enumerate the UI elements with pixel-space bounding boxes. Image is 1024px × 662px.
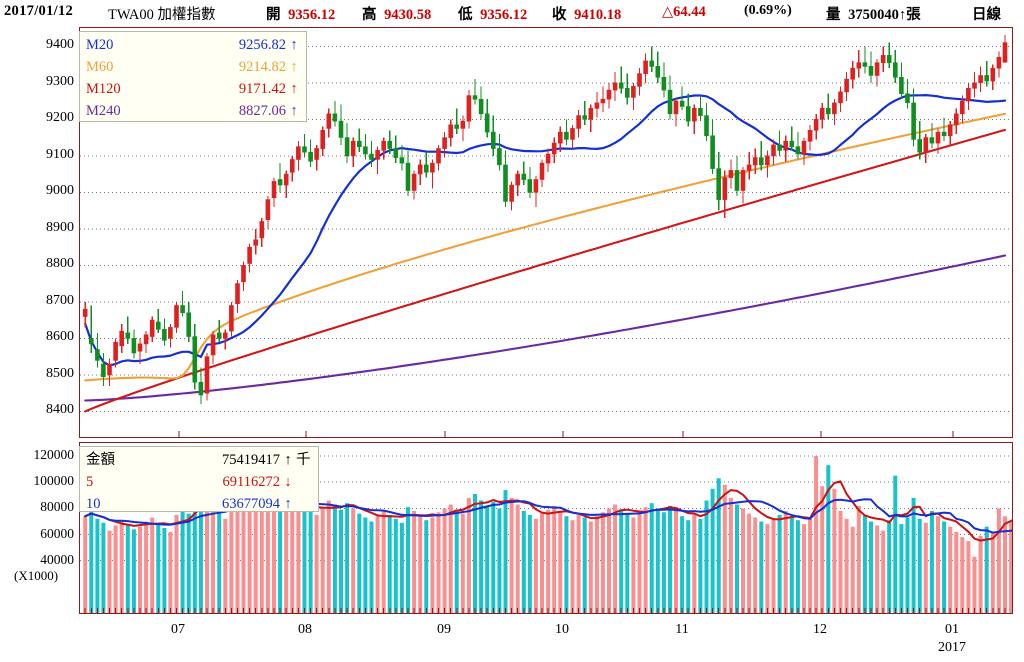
vma10-arrow: ↑ xyxy=(284,495,292,512)
legend-row-vma5[interactable]: 5 69116272 ↓ xyxy=(86,471,314,493)
quote-date: 2017/01/12 xyxy=(4,3,74,19)
volume-field: 量 3750040↑張 xyxy=(826,3,921,24)
volume-unit-label: (X1000) xyxy=(14,568,59,583)
low-field: 低 9356.12 xyxy=(458,3,527,24)
change-percent: (0.69%) xyxy=(744,3,792,18)
price-chart-panel[interactable] xyxy=(79,27,1013,438)
price-plot xyxy=(80,34,1012,437)
ma240-name: M240 xyxy=(86,102,121,119)
volume-legend[interactable]: 金額 75419417 ↑ 千 5 69116272 ↓ 10 63677094… xyxy=(79,446,319,512)
legend-row-m240[interactable]: M240 8827.06 ↑ xyxy=(86,100,302,122)
legend-row-m60[interactable]: M60 9214.82 ↑ xyxy=(86,56,302,78)
low-label: 低 xyxy=(458,7,473,23)
price-axis-tick: 9200 xyxy=(46,110,74,126)
legend-row-amount[interactable]: 金額 75419417 ↑ 千 xyxy=(86,449,314,471)
price-axis-tick: 8800 xyxy=(46,256,74,272)
x-axis-tick: 08 xyxy=(298,622,312,637)
price-axis-tick: 9300 xyxy=(46,73,74,89)
legend-row-m20[interactable]: M20 9256.82 ↑ xyxy=(86,34,302,56)
amount-value: 75419417 xyxy=(222,451,280,468)
ma60-arrow: ↑ xyxy=(290,58,298,75)
legend-row-vma10[interactable]: 10 63677094 ↑ xyxy=(86,493,314,515)
period-label: 日線 xyxy=(972,7,1001,23)
ma120-arrow: ↑ xyxy=(290,80,298,97)
close-field: 收 9410.18 xyxy=(552,3,621,24)
price-axis-tick: 8600 xyxy=(46,329,74,345)
volume-axis-tick: 100000 xyxy=(33,473,75,489)
x-axis-tick: 10 xyxy=(555,622,569,637)
x-axis-tick: 11 xyxy=(675,622,689,637)
change-value: △64.44 xyxy=(662,4,706,20)
high-label: 高 xyxy=(362,7,377,23)
ma240-value: 8827.06 xyxy=(238,102,286,119)
x-axis-year: 2017 xyxy=(938,640,966,655)
price-axis-tick: 9400 xyxy=(46,37,74,53)
amount-name: 金額 xyxy=(86,451,115,468)
price-axis-tick: 8900 xyxy=(46,219,74,235)
price-axis-tick: 9000 xyxy=(46,183,74,199)
volume-value: 3750040↑張 xyxy=(848,7,921,23)
x-axis-tick: 07 xyxy=(171,622,185,637)
amount-unit: 千 xyxy=(296,451,311,468)
x-axis-tick: 01 xyxy=(945,622,959,637)
ma20-name: M20 xyxy=(86,36,114,53)
vma5-value: 69116272 xyxy=(222,473,280,490)
ma-legend[interactable]: M20 9256.82 ↑ M60 9214.82 ↑ M120 9171.42… xyxy=(79,31,307,122)
legend-row-m120[interactable]: M120 9171.42 ↑ xyxy=(86,78,302,100)
volume-label: 量 xyxy=(826,7,841,23)
close-label: 收 xyxy=(552,7,567,23)
high-value: 9430.58 xyxy=(384,7,432,23)
quote-header: 2017/01/12 TWA00 加權指數 開 9356.12 高 9430.5… xyxy=(0,0,1024,24)
open-label: 開 xyxy=(266,7,281,23)
volume-axis-tick: 40000 xyxy=(40,551,74,567)
volume-axis-tick: 120000 xyxy=(33,447,75,463)
price-axis-tick: 8700 xyxy=(46,292,74,308)
open-value: 9356.12 xyxy=(288,7,336,23)
amount-arrow: ↑ xyxy=(284,451,292,468)
vma10-value: 63677094 xyxy=(222,495,280,512)
price-axis-tick: 9100 xyxy=(46,146,74,162)
ma20-value: 9256.82 xyxy=(238,36,286,53)
ma120-value: 9171.42 xyxy=(238,80,286,97)
low-value: 9356.12 xyxy=(480,7,528,23)
ma20-arrow: ↑ xyxy=(290,36,298,53)
volume-axis-tick: 60000 xyxy=(40,525,74,541)
x-axis-tick: 09 xyxy=(437,622,451,637)
ma240-arrow: ↑ xyxy=(290,102,298,119)
volume-axis-tick: 80000 xyxy=(40,499,74,515)
ma60-value: 9214.82 xyxy=(238,58,286,75)
vma10-name: 10 xyxy=(86,495,101,512)
close-value: 9410.18 xyxy=(574,7,622,23)
symbol-name: TWA00 加權指數 xyxy=(108,7,216,23)
vma5-arrow: ↓ xyxy=(284,473,292,490)
ma120-name: M120 xyxy=(86,80,121,97)
ma60-name: M60 xyxy=(86,58,114,75)
x-axis-tick: 12 xyxy=(813,622,827,637)
high-field: 高 9430.58 xyxy=(362,3,431,24)
open-field: 開 9356.12 xyxy=(266,3,335,24)
price-axis-tick: 8400 xyxy=(46,402,74,418)
price-axis-tick: 8500 xyxy=(46,365,74,381)
vma5-name: 5 xyxy=(86,473,94,490)
